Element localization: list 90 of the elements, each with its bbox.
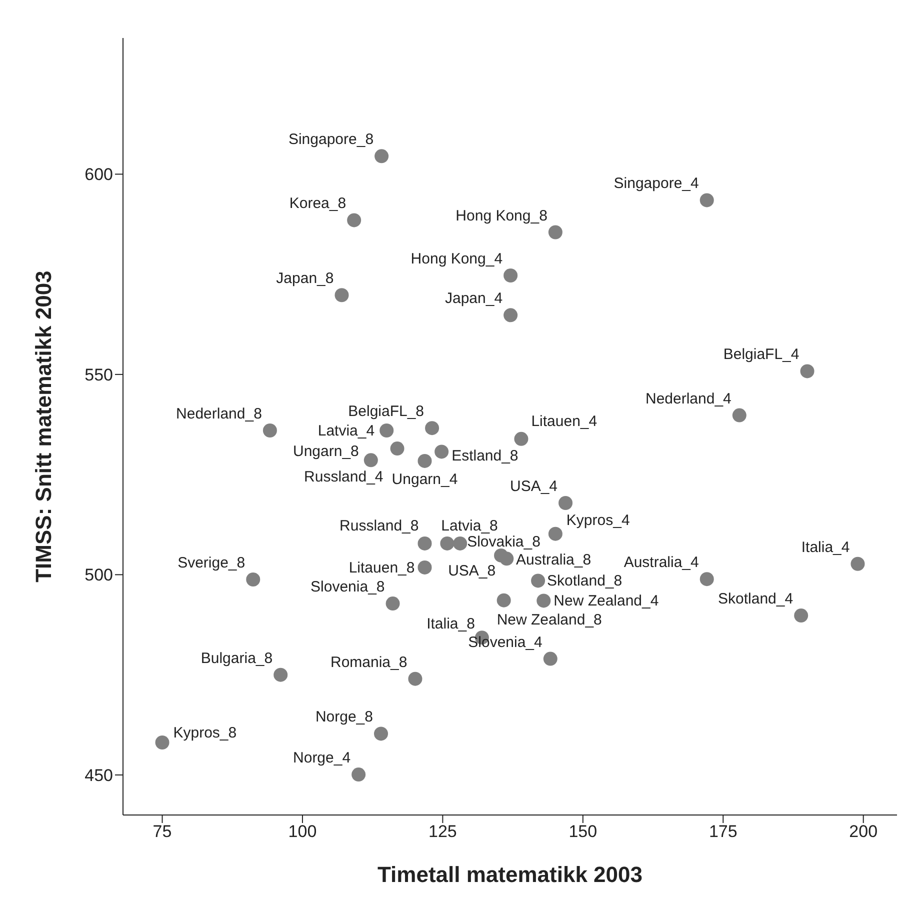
point (453, 536, 468, 550)
annotation: Russland_8 (340, 517, 419, 534)
point (352, 768, 366, 782)
annotation: Kypros_4 (566, 512, 630, 529)
annotation: New Zealand_4 (554, 592, 659, 610)
point (386, 596, 400, 611)
annotation: Japan_8 (276, 270, 334, 288)
point (408, 672, 422, 686)
point (380, 424, 394, 438)
annotation: Bulgaria_8 (200, 650, 273, 667)
annotation: Litauen_4 (531, 412, 598, 430)
annotation: Romania_8 (330, 654, 408, 671)
point (543, 652, 558, 666)
annotation: Estland_8 (452, 448, 518, 465)
point (347, 213, 362, 228)
annotation: USA_8 (448, 562, 496, 580)
annotation: Latvia_4 (318, 422, 375, 440)
annotation: Australia_8 (516, 551, 592, 568)
point (504, 308, 518, 322)
point (334, 288, 349, 302)
annotation: USA_4 (510, 478, 558, 495)
annotation: Litauen_8 (348, 559, 415, 576)
annotation: BelgiaFL_8 (348, 403, 424, 420)
annotation: Norge_8 (315, 708, 373, 726)
point (536, 594, 551, 608)
annotation: Russland_4 (304, 468, 384, 486)
point (374, 149, 389, 164)
point (434, 444, 449, 459)
annotation: Slovenia_4 (468, 634, 542, 651)
y-tick-label: 500 (84, 566, 113, 585)
annotation: Italia_4 (801, 538, 850, 556)
annotation: Norge_4 (293, 750, 351, 767)
annotation: New Zealand_8 (496, 611, 602, 628)
annotation: BelgiaFL_4 (723, 346, 800, 364)
y-tick-label: 600 (84, 165, 113, 184)
annotation: Slovenia_8 (310, 578, 385, 596)
x-tick-label: 150 (568, 822, 598, 842)
point (440, 536, 454, 550)
annotation: Slovakia_8 (467, 533, 540, 550)
point (514, 432, 528, 446)
point (390, 442, 404, 456)
point (418, 536, 432, 550)
annotation: Nederland_4 (645, 390, 732, 408)
annotation: Skotland_4 (718, 590, 794, 608)
annotation: Hong Kong_8 (456, 207, 548, 224)
point (548, 225, 562, 240)
point (794, 608, 808, 623)
point (531, 574, 546, 588)
point (548, 526, 562, 541)
point (246, 572, 260, 586)
point (155, 736, 170, 750)
point (732, 408, 746, 422)
point (558, 496, 573, 510)
annotation: Sverige_8 (178, 554, 246, 572)
annotation: Australia_4 (624, 554, 699, 572)
point (504, 268, 518, 283)
x-tick-label: 200 (849, 822, 878, 842)
x-tick-label: 175 (708, 822, 738, 842)
annotation: Italia_8 (426, 616, 475, 633)
x-axis-title: Timetall matematikk 2003 (378, 862, 642, 887)
y-tick-label: 550 (84, 365, 113, 384)
point (496, 593, 511, 608)
x-tick-label: 75 (152, 822, 172, 842)
point (374, 726, 388, 741)
point (500, 552, 514, 566)
annotation: Singapore_8 (288, 131, 374, 148)
annotation: Skotland_8 (547, 572, 622, 590)
point (262, 424, 277, 438)
annotation: Latvia_8 (441, 517, 498, 534)
annotation: Hong Kong_4 (410, 250, 503, 268)
point (418, 560, 432, 574)
y-axis-title: TIMSS: Snitt matematikk 2003 (30, 270, 56, 582)
x-tick-label: 100 (288, 822, 317, 842)
point (700, 572, 714, 586)
annotation: Korea_8 (289, 195, 346, 212)
annotation: Singapore_4 (614, 175, 699, 192)
annotation: Japan_4 (445, 290, 503, 308)
point (418, 454, 432, 468)
annotation: Kypros_8 (173, 724, 237, 742)
annotation: Nederland_8 (176, 406, 262, 423)
point (364, 453, 378, 468)
annotation: Ungarn_8 (293, 443, 359, 460)
point (425, 421, 440, 436)
y-tick-label: 450 (84, 766, 113, 785)
annotation: Ungarn_4 (392, 470, 458, 488)
point (274, 668, 288, 682)
x-tick-label: 125 (428, 822, 457, 842)
point (800, 364, 814, 378)
point (700, 193, 714, 208)
point (850, 556, 865, 571)
